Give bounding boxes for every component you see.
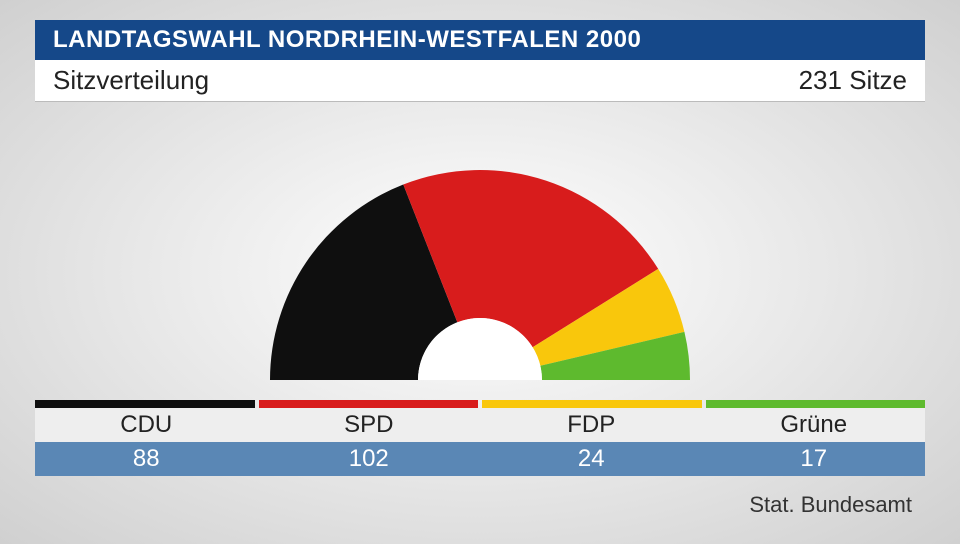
chart-container xyxy=(0,120,960,400)
header-bar: LANDTAGSWAHL NORDRHEIN-WESTFALEN 2000 xyxy=(35,20,925,60)
legend-value-grüne: 17 xyxy=(703,442,926,476)
legend-label-cdu: CDU xyxy=(35,408,258,442)
subtitle: Sitzverteilung xyxy=(53,65,209,96)
legend-color-grüne xyxy=(706,400,926,408)
legend-values-row: 881022417 xyxy=(35,442,925,476)
source-attribution: Stat. Bundesamt xyxy=(749,492,912,518)
seat-chart xyxy=(200,140,760,400)
legend-color-fdp xyxy=(482,400,702,408)
legend-color-spd xyxy=(259,400,479,408)
legend-label-fdp: FDP xyxy=(480,408,703,442)
legend-labels-row: CDUSPDFDPGrüne xyxy=(35,408,925,442)
legend-value-cdu: 88 xyxy=(35,442,258,476)
sub-header: Sitzverteilung 231 Sitze xyxy=(35,60,925,102)
legend-label-grüne: Grüne xyxy=(703,408,926,442)
legend-value-fdp: 24 xyxy=(480,442,703,476)
legend-color-cdu xyxy=(35,400,255,408)
legend-label-spd: SPD xyxy=(258,408,481,442)
legend-color-bar xyxy=(35,400,925,408)
legend-value-spd: 102 xyxy=(258,442,481,476)
legend: CDUSPDFDPGrüne 881022417 xyxy=(35,400,925,476)
seat-total: 231 Sitze xyxy=(799,65,907,96)
header-title: LANDTAGSWAHL NORDRHEIN-WESTFALEN 2000 xyxy=(53,26,641,54)
